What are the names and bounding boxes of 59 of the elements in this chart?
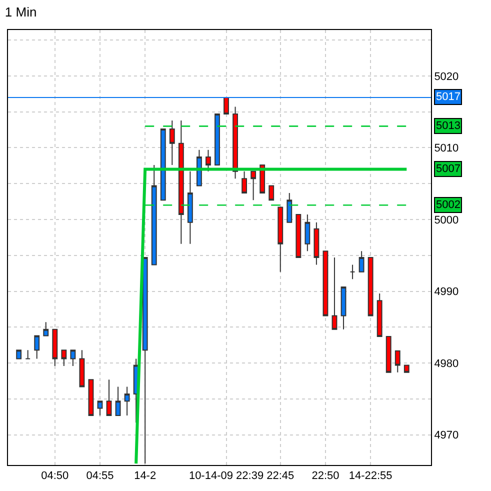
y-tick-label: 5000 — [434, 214, 459, 226]
candlestick — [151, 164, 157, 266]
candlestick — [206, 149, 211, 172]
candlestick — [25, 350, 31, 360]
ref-line-label: 5017 — [436, 91, 460, 103]
candlestick — [232, 106, 238, 180]
x-tick-label: 22:50 — [312, 470, 340, 482]
candlestick — [52, 328, 58, 366]
candlestick — [304, 214, 310, 252]
candlestick — [296, 214, 302, 258]
text: 5013 — [436, 120, 460, 132]
candlestick — [43, 322, 49, 336]
x-tick-label: 14-2 — [134, 470, 156, 482]
candlestick — [214, 113, 220, 166]
text: 5007 — [436, 163, 460, 175]
candlestick — [160, 128, 166, 201]
candlestick — [286, 192, 292, 223]
candlestick — [350, 264, 356, 280]
x-tick-label: 22:45 — [266, 470, 294, 482]
candlestick — [97, 400, 103, 416]
chart-title: 1 Min — [4, 4, 37, 20]
candlestick — [16, 350, 22, 360]
candlestick — [70, 350, 76, 366]
candlestick — [124, 386, 130, 416]
candlestick — [394, 350, 400, 373]
candlestick — [314, 222, 320, 266]
y-tick-label: 5010 — [434, 142, 459, 155]
x-tick-label: 04:55 — [86, 470, 114, 482]
candlestick — [250, 170, 256, 201]
x-tick-label: 14-22:55 — [348, 470, 392, 482]
candlestick — [34, 335, 40, 360]
text: 5002 — [436, 199, 460, 211]
x-tick-label: 04:50 — [41, 470, 69, 482]
x-tick-label: 10-14-09 22:39 — [188, 470, 264, 482]
candlestick — [278, 206, 284, 272]
candlestick — [404, 364, 410, 373]
candlestick — [88, 379, 94, 416]
candlestick — [368, 257, 374, 316]
candlestick — [79, 350, 85, 388]
candlestick — [242, 170, 248, 194]
candlestick — [332, 257, 338, 330]
candlestick — [358, 250, 364, 272]
candlestick — [386, 336, 392, 373]
candlestick — [196, 149, 202, 186]
candlestick — [376, 292, 382, 338]
y-tick-label: 4980 — [434, 358, 459, 370]
candlestick — [115, 386, 121, 416]
candlestick — [106, 379, 112, 416]
candlestick — [224, 96, 229, 114]
y-tick-label: 4970 — [434, 430, 459, 442]
candlestick — [340, 286, 346, 330]
candlestick — [178, 120, 184, 244]
y-tick-label: 5020 — [434, 70, 459, 83]
y-tick-label: 4990 — [434, 286, 459, 298]
candlestick — [268, 185, 274, 201]
candlestick — [187, 170, 193, 244]
candlestick — [61, 350, 67, 366]
candlestick — [322, 250, 328, 316]
candlestick — [169, 120, 175, 166]
